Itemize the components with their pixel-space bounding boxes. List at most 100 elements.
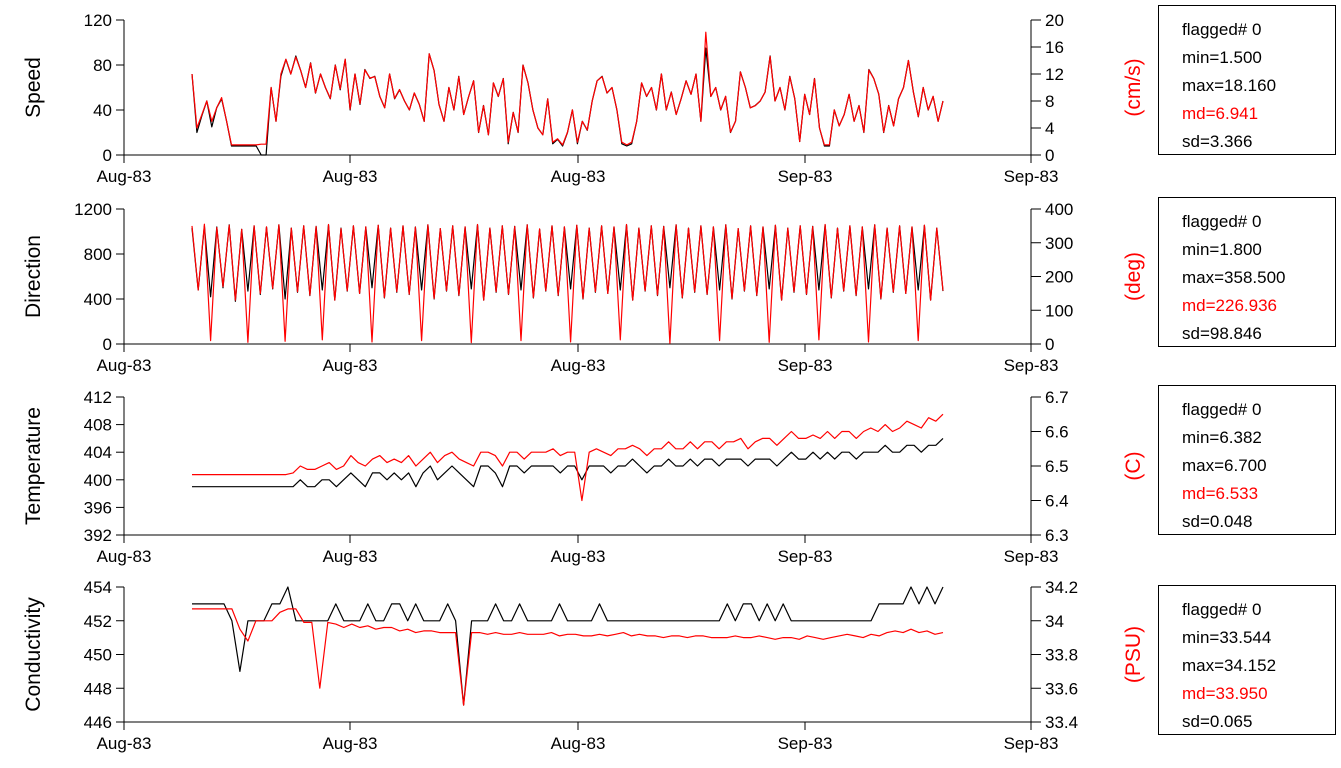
y-tick-label-right: 6.6 [1045,423,1069,442]
stat-flagged: flagged# 0 [1182,212,1262,231]
y-tick-label-left: 800 [84,245,112,264]
x-tick-label: Sep-83 [1004,167,1059,186]
x-tick-label: Sep-83 [778,167,833,186]
y-tick-label-right: 0 [1045,146,1054,165]
y-tick-label-right: 0 [1045,335,1054,354]
x-tick-label: Sep-83 [1004,356,1059,375]
stat-md: md=33.950 [1182,684,1268,703]
panel-conductivity [116,586,1041,730]
x-tick-label: Aug-83 [551,547,606,566]
y-tick-label-right: 300 [1045,234,1073,253]
stat-sd: sd=0.065 [1182,712,1253,731]
y-tick-label-left: 448 [84,679,112,698]
stat-min: min=33.544 [1182,628,1272,647]
y-tick-label-right: 100 [1045,301,1073,320]
y-tick-label-left: 400 [84,290,112,309]
stat-max: max=6.700 [1182,456,1267,475]
series-line-red [192,413,944,502]
stat-sd: sd=3.366 [1182,132,1253,151]
x-tick-label: Aug-83 [323,356,378,375]
stat-max: max=34.152 [1182,656,1277,675]
x-tick-label: Aug-83 [323,167,378,186]
series-line-red [191,223,944,344]
y-tick-label-right: 16 [1045,38,1064,57]
y-axis-title-right: (deg) [1122,252,1145,301]
x-tick-label: Aug-83 [97,356,152,375]
stat-md: md=6.941 [1182,104,1259,123]
y-tick-label-right: 8 [1045,92,1054,111]
stats-box-conductivity: flagged# 0 min=33.544 max=34.152 md=33.9… [1158,585,1336,735]
stat-md: md=226.936 [1182,296,1277,315]
stats-box-speed: flagged# 0 min=1.500 max=18.160 md=6.941… [1158,5,1336,155]
x-tick-label: Aug-83 [551,734,606,753]
y-tick-label-left: 80 [93,56,112,75]
y-tick-label-left: 404 [84,443,112,462]
y-tick-label-right: 33.8 [1045,646,1078,665]
y-tick-label-right: 20 [1045,11,1064,30]
x-tick-label: Aug-83 [551,167,606,186]
y-tick-label-right: 400 [1045,200,1073,219]
y-tick-label-right: 33.6 [1045,679,1078,698]
y-tick-label-left: 120 [84,11,112,30]
y-tick-label-left: 400 [84,471,112,490]
panel-temperature [116,396,1041,543]
y-tick-label-right: 200 [1045,268,1073,287]
x-tick-label: Sep-83 [778,547,833,566]
y-axis-title-right: (cm/s) [1122,58,1145,116]
x-tick-label: Aug-83 [97,167,152,186]
y-axis-title-right: (C) [1122,451,1145,480]
x-tick-label: Sep-83 [778,734,833,753]
x-tick-label: Sep-83 [1004,734,1059,753]
stat-md: md=6.533 [1182,484,1259,503]
y-tick-label-left: 454 [84,578,112,597]
x-tick-label: Sep-83 [778,356,833,375]
stats-box-direction: flagged# 0 min=1.800 max=358.500 md=226.… [1158,197,1336,347]
series-line-red [192,608,944,706]
x-tick-label: Aug-83 [551,356,606,375]
y-tick-label-left: 1200 [74,200,112,219]
stat-min: min=1.800 [1182,240,1262,259]
y-tick-label-left: 412 [84,388,112,407]
x-tick-label: Sep-83 [1004,547,1059,566]
y-tick-label-right: 33.4 [1045,713,1078,732]
y-tick-label-left: 392 [84,526,112,545]
stat-flagged: flagged# 0 [1182,600,1262,619]
panel-direction [116,208,1041,352]
x-tick-label: Aug-83 [97,547,152,566]
series-line-black [192,586,944,706]
stats-box-temperature: flagged# 0 min=6.382 max=6.700 md=6.533 … [1158,385,1336,535]
y-tick-label-right: 6.3 [1045,526,1069,545]
y-tick-label-left: 40 [93,101,112,120]
y-tick-label-right: 6.4 [1045,492,1069,511]
y-tick-label-left: 396 [84,498,112,517]
y-axis-title-left: Temperature [22,407,45,525]
stat-min: min=1.500 [1182,48,1262,67]
series-line-black [192,437,944,488]
stat-max: max=358.500 [1182,268,1286,287]
stat-min: min=6.382 [1182,428,1262,447]
x-tick-label: Aug-83 [97,734,152,753]
y-tick-label-right: 12 [1045,65,1064,84]
y-tick-label-right: 6.7 [1045,388,1069,407]
panel-speed [116,19,1041,163]
y-tick-label-left: 452 [84,612,112,631]
stat-flagged: flagged# 0 [1182,400,1262,419]
y-tick-label-left: 408 [84,416,112,435]
y-axis-title-right: (PSU) [1122,626,1145,683]
y-axis-title-left: Direction [22,235,45,318]
stat-sd: sd=98.846 [1182,324,1262,343]
y-axis-title-left: Speed [22,57,45,118]
stat-flagged: flagged# 0 [1182,20,1262,39]
stat-max: max=18.160 [1182,76,1277,95]
x-tick-label: Aug-83 [323,547,378,566]
y-tick-label-left: 0 [103,146,112,165]
y-tick-label-right: 6.5 [1045,457,1069,476]
stat-sd: sd=0.048 [1182,512,1253,531]
x-tick-label: Aug-83 [323,734,378,753]
y-tick-label-left: 446 [84,713,112,732]
series-line-red [191,31,944,146]
y-tick-label-right: 4 [1045,119,1054,138]
y-tick-label-right: 34.2 [1045,578,1078,597]
